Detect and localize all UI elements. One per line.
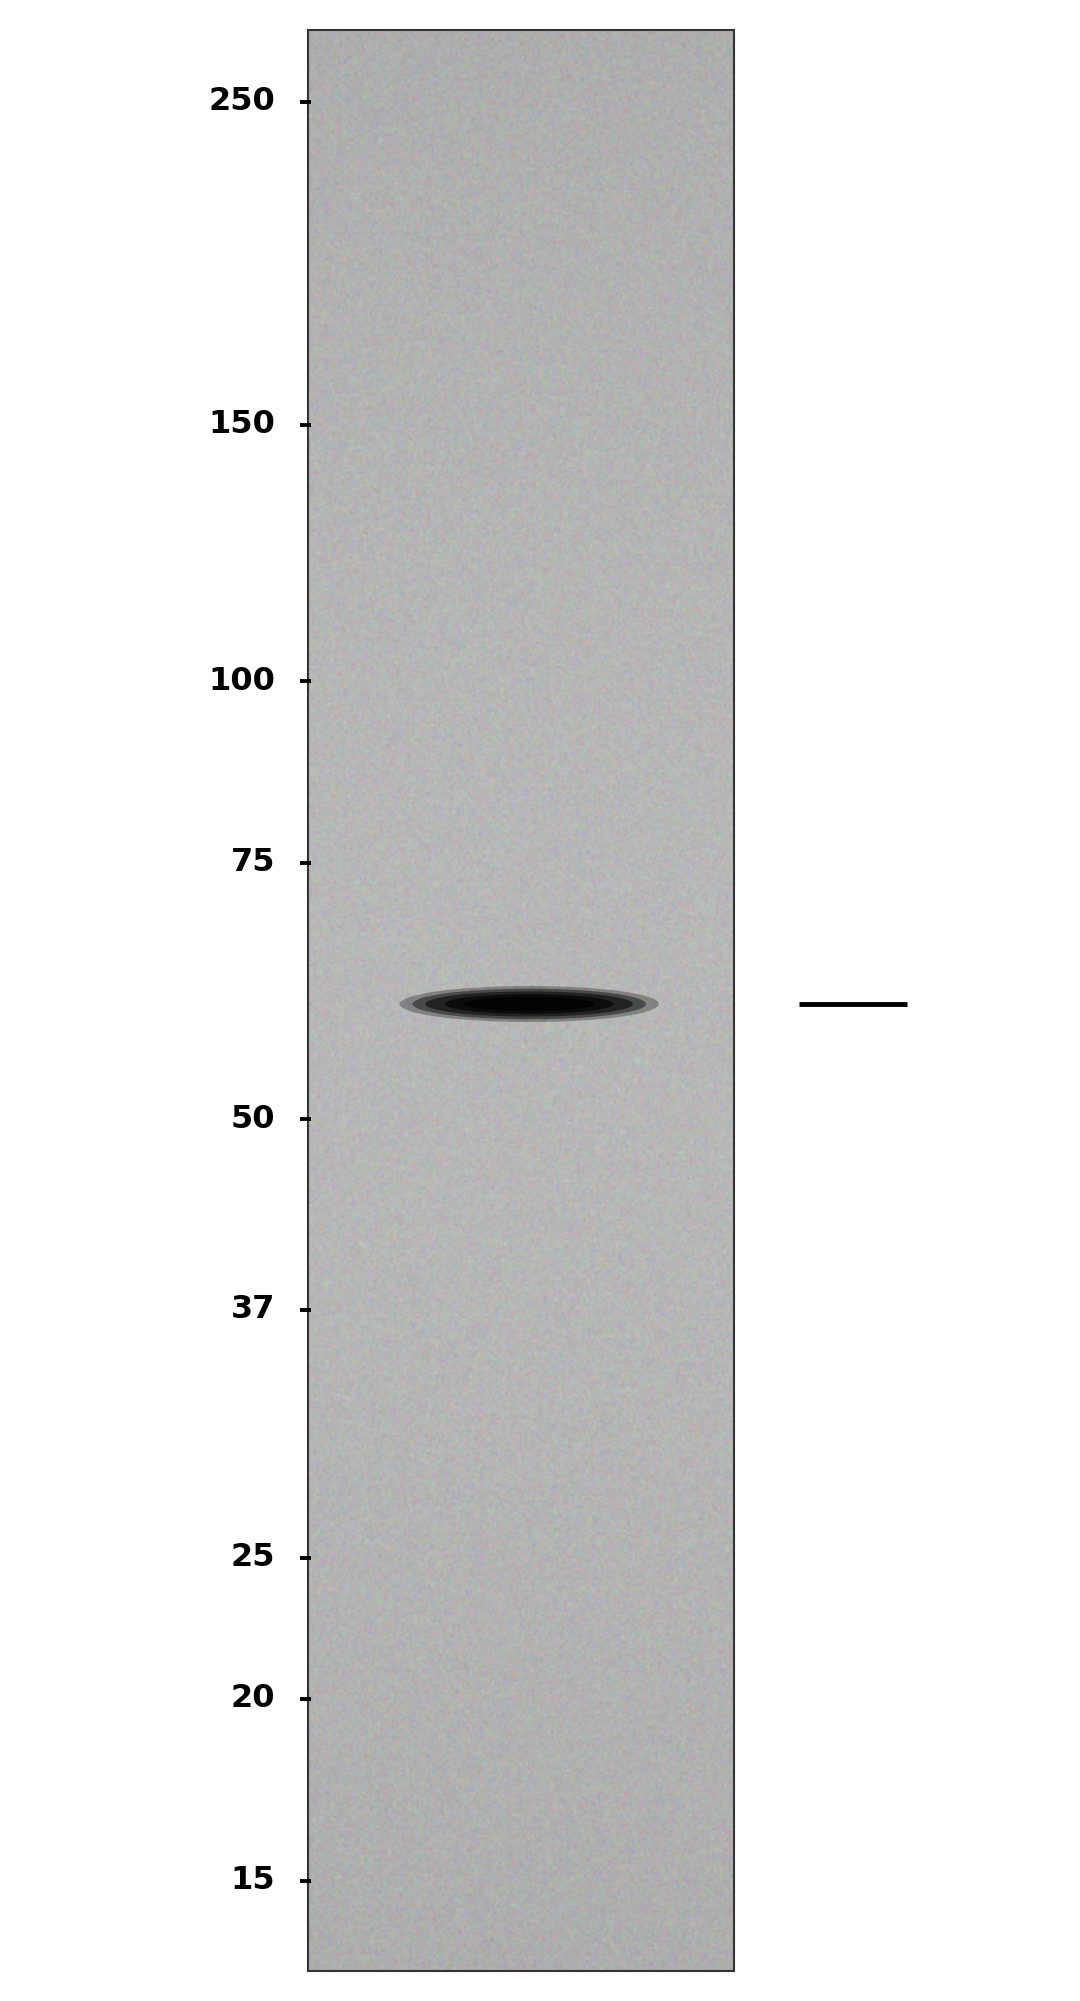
Text: 250: 250 <box>208 86 275 118</box>
Text: 37: 37 <box>231 1295 275 1325</box>
Ellipse shape <box>445 994 613 1015</box>
Text: 75: 75 <box>231 846 275 878</box>
Text: 15: 15 <box>231 1865 275 1897</box>
Ellipse shape <box>400 986 659 1023</box>
Text: 50: 50 <box>231 1105 275 1135</box>
Text: 20: 20 <box>231 1683 275 1715</box>
Bar <box>308 30 734 1971</box>
Ellipse shape <box>426 990 633 1017</box>
Ellipse shape <box>413 988 646 1019</box>
Text: 100: 100 <box>208 666 275 696</box>
Text: 150: 150 <box>208 408 275 440</box>
Text: 25: 25 <box>231 1543 275 1573</box>
Ellipse shape <box>464 996 594 1011</box>
